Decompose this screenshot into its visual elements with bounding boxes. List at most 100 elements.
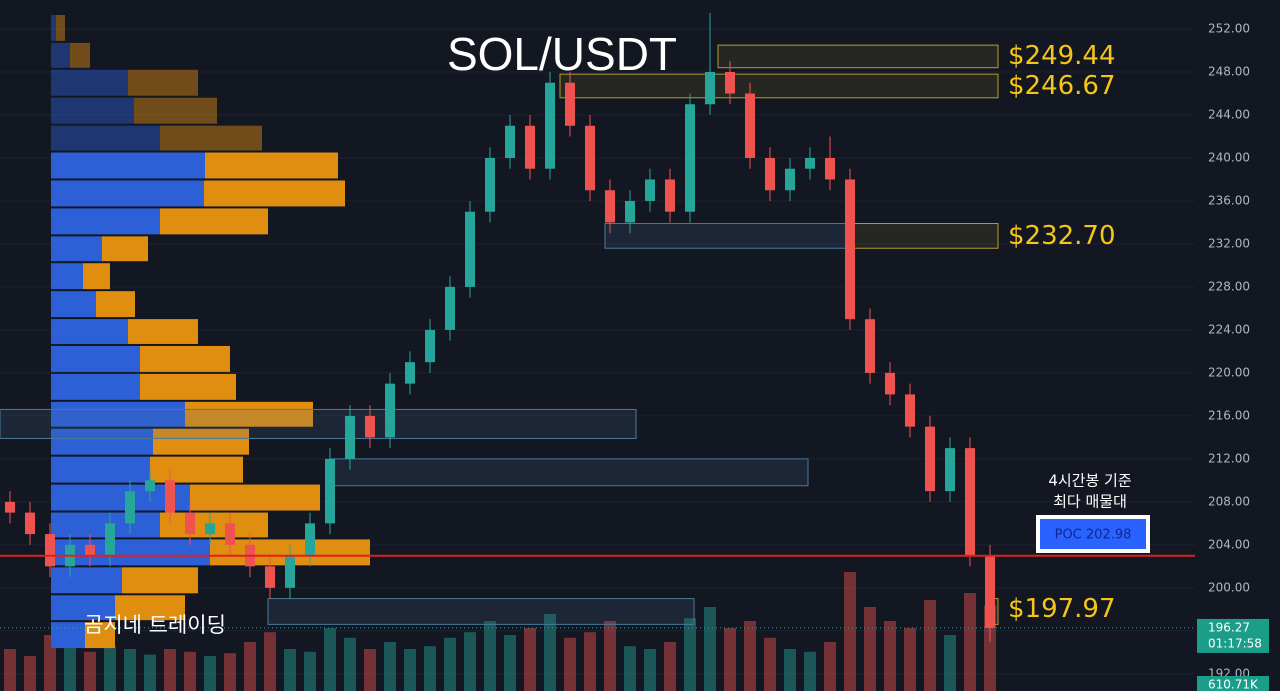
price-tag-label: 196.27 bbox=[1208, 620, 1250, 634]
volume-bar bbox=[484, 621, 496, 691]
price-tag bbox=[1197, 618, 1269, 653]
candle-body bbox=[105, 523, 115, 556]
volume-bar bbox=[164, 649, 176, 691]
profile-buy bbox=[51, 567, 122, 594]
candle-body bbox=[305, 523, 315, 556]
poc-frame bbox=[1036, 515, 1150, 553]
volume-bar bbox=[284, 649, 296, 691]
volume-bar bbox=[144, 654, 156, 691]
candle-body bbox=[165, 480, 175, 513]
candle-body bbox=[365, 415, 375, 438]
profile-sell bbox=[122, 567, 198, 594]
poc-label: POC 202.98 bbox=[1055, 528, 1132, 543]
profile-buy bbox=[51, 125, 160, 151]
level-label: $232.70 bbox=[1008, 221, 1116, 251]
volume-tag bbox=[1197, 676, 1269, 691]
level-label: $249.44 bbox=[1008, 41, 1116, 71]
profile-sell bbox=[185, 401, 313, 427]
volume-bar bbox=[644, 649, 656, 691]
y-tick-label: 248.00 bbox=[1208, 65, 1250, 79]
y-tick-label: 204.00 bbox=[1208, 537, 1250, 551]
candle-body bbox=[585, 125, 595, 191]
volume-bar bbox=[824, 642, 836, 691]
candle-body bbox=[985, 555, 995, 628]
candle-body bbox=[85, 544, 95, 556]
candle-body bbox=[145, 480, 155, 492]
profile-buy bbox=[51, 208, 160, 235]
candle-body bbox=[905, 394, 915, 427]
volume-bar bbox=[44, 635, 56, 691]
volume-bar bbox=[264, 632, 276, 691]
candle-body bbox=[965, 448, 975, 556]
volume-bar bbox=[104, 646, 116, 691]
y-tick-label: 216.00 bbox=[1208, 408, 1250, 422]
zone bbox=[329, 458, 809, 487]
profile-sell bbox=[134, 97, 217, 124]
candle-body bbox=[25, 512, 35, 535]
candle-body bbox=[645, 179, 655, 201]
volume-bar bbox=[924, 600, 936, 691]
profile-sell bbox=[83, 263, 110, 290]
y-tick-label: 212.00 bbox=[1208, 451, 1250, 465]
candle-body bbox=[325, 458, 335, 524]
candle-body bbox=[345, 415, 355, 459]
profile-buy bbox=[51, 236, 102, 262]
candle-body bbox=[505, 125, 515, 158]
candle-body bbox=[425, 329, 435, 363]
y-tick-label: 208.00 bbox=[1208, 494, 1250, 508]
profile-sell bbox=[96, 291, 135, 318]
profile-sell bbox=[102, 236, 148, 262]
zone bbox=[267, 598, 695, 625]
profile-sell bbox=[153, 428, 249, 455]
profile-sell bbox=[205, 152, 338, 179]
profile-sell bbox=[150, 456, 243, 483]
volume-bar bbox=[124, 649, 136, 691]
candle-body bbox=[545, 82, 555, 169]
candle-body bbox=[725, 72, 735, 94]
level-box bbox=[559, 73, 999, 99]
price-axis bbox=[1195, 0, 1280, 691]
profile-buy bbox=[51, 595, 115, 621]
watermark: 곰지네 트레이딩 bbox=[84, 613, 226, 637]
profile-sell bbox=[56, 14, 65, 41]
volume-bar bbox=[364, 649, 376, 691]
y-tick-label: 244.00 bbox=[1208, 107, 1250, 121]
profile-buy bbox=[51, 263, 83, 290]
candle-body bbox=[5, 501, 15, 513]
y-tick-label: 228.00 bbox=[1208, 279, 1250, 293]
candle-body bbox=[125, 491, 135, 524]
countdown: 01:17:58 bbox=[1208, 636, 1262, 650]
y-tick-label: 200.00 bbox=[1208, 580, 1250, 594]
profile-buy bbox=[51, 319, 128, 344]
plot: 192.00196.00200.00204.00208.00212.00216.… bbox=[0, 12, 1269, 691]
volume-bar bbox=[944, 635, 956, 691]
level-label: $246.67 bbox=[1008, 71, 1116, 101]
profile-buy bbox=[51, 180, 204, 207]
candle-body bbox=[785, 168, 795, 191]
y-tick-label: 224.00 bbox=[1208, 322, 1250, 336]
volume-bar bbox=[84, 651, 96, 691]
profile-buy bbox=[51, 97, 134, 124]
annotation: 4시간봉 기준 bbox=[1048, 472, 1132, 490]
volume-bar bbox=[404, 649, 416, 691]
volume-bar bbox=[684, 618, 696, 691]
profile-buy bbox=[51, 152, 205, 179]
volume-bar bbox=[64, 642, 76, 691]
candle-body bbox=[205, 523, 215, 535]
volume-bar bbox=[604, 621, 616, 691]
volume-bar bbox=[804, 651, 816, 691]
candle-body bbox=[565, 82, 575, 126]
candle-body bbox=[225, 523, 235, 545]
profile-buy bbox=[51, 42, 70, 68]
profile-buy bbox=[51, 622, 85, 649]
y-tick-label: 240.00 bbox=[1208, 150, 1250, 164]
volume-bar bbox=[224, 653, 236, 691]
profile-buy bbox=[51, 373, 140, 400]
profile-sell bbox=[160, 208, 268, 235]
volume-bar bbox=[784, 649, 796, 691]
profile-buy bbox=[51, 401, 185, 427]
profile-sell bbox=[204, 180, 345, 207]
profile-buy bbox=[51, 69, 128, 96]
volume-bar bbox=[204, 656, 216, 691]
candle-body bbox=[665, 179, 675, 212]
